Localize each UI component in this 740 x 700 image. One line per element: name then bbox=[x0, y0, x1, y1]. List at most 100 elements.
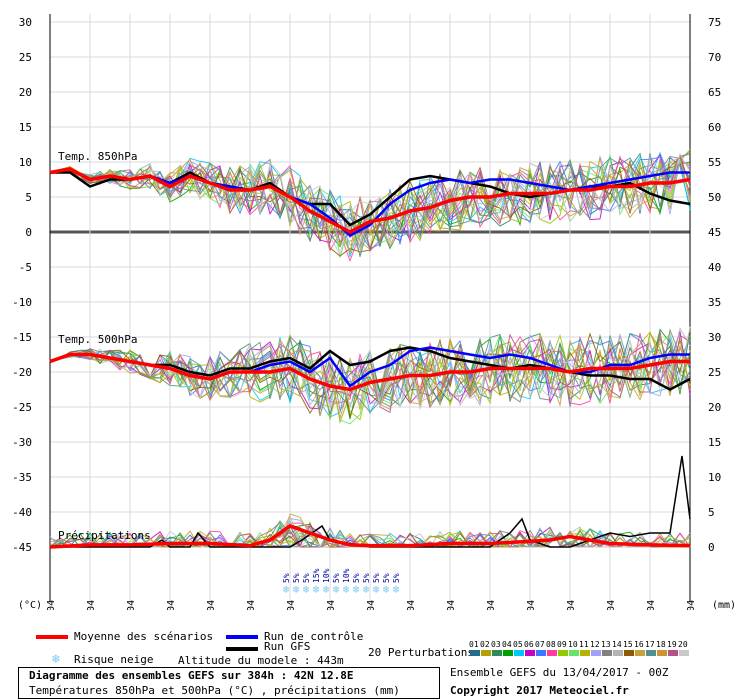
snowflake-icon: ❄ bbox=[363, 583, 370, 596]
left-tick-label: -35 bbox=[12, 471, 32, 484]
perturbation-t850-line bbox=[49, 154, 691, 246]
snow-risk-percent: 5% bbox=[292, 573, 301, 583]
footer-copyright: Copyright 2017 Meteociel.fr bbox=[450, 684, 629, 697]
perturbation-t500-line bbox=[49, 332, 691, 410]
perturbation-number: 18 bbox=[656, 640, 666, 649]
right-tick-label: 15 bbox=[708, 436, 721, 449]
perturbation-swatch bbox=[613, 650, 623, 656]
perturbation-number: 09 bbox=[557, 640, 567, 649]
perturbation-swatch bbox=[514, 650, 524, 656]
right-tick-label: 55 bbox=[708, 156, 721, 169]
right-tick-label: 65 bbox=[708, 86, 721, 99]
right-tick-label: 0 bbox=[708, 541, 715, 554]
perturbation-number: 06 bbox=[524, 640, 534, 649]
footer-run: Ensemble GEFS du 13/04/2017 - 00Z bbox=[450, 666, 669, 679]
left-tick-label: -5 bbox=[19, 261, 32, 274]
snowflake-icon: ❄ bbox=[323, 583, 330, 596]
perturbation-number: 02 bbox=[480, 640, 490, 649]
footer-subtitle: Températures 850hPa et 500hPa (°C) , pré… bbox=[29, 684, 400, 697]
perturbation-number: 16 bbox=[634, 640, 644, 649]
x-tick-label: 13/04 bbox=[46, 600, 57, 610]
perturbation-number: 11 bbox=[579, 640, 589, 649]
label-precip: Précipitations bbox=[58, 529, 151, 542]
x-tick-label: 22/04 bbox=[406, 600, 417, 610]
snowflake-icon: ❄ bbox=[353, 583, 360, 596]
perturbation-number: 01 bbox=[469, 640, 479, 649]
perturbation-number: 14 bbox=[612, 640, 622, 649]
left-tick-label: 10 bbox=[19, 156, 32, 169]
perturbation-number: 12 bbox=[590, 640, 600, 649]
precip-mean-line bbox=[49, 524, 691, 549]
snow-risk-percent: 5% bbox=[282, 573, 291, 583]
perturbation-t850-line bbox=[49, 153, 691, 258]
right-tick-label: 45 bbox=[708, 226, 721, 239]
snowflake-icon: ❄ bbox=[283, 583, 290, 596]
left-tick-label: 0 bbox=[25, 226, 32, 239]
grid-lines bbox=[49, 14, 691, 602]
left-tick-label: 20 bbox=[19, 86, 32, 99]
perturbation-number: 05 bbox=[513, 640, 523, 649]
right-tick-label: 30 bbox=[708, 331, 721, 344]
legend-snow-label: Risque neige bbox=[74, 653, 154, 666]
t850-mean-line bbox=[49, 167, 691, 234]
t500-mean-line bbox=[49, 352, 690, 392]
left-tick-label: -25 bbox=[12, 401, 32, 414]
snow-risk-percent: 5% bbox=[392, 573, 401, 583]
left-tick-label: -20 bbox=[12, 366, 32, 379]
label-t850: Temp. 850hPa bbox=[58, 150, 138, 163]
x-tick-label: 24/04 bbox=[486, 600, 497, 610]
perturbation-number: 13 bbox=[601, 640, 611, 649]
x-tick-label: 25/04 bbox=[526, 600, 537, 610]
left-tick-label: -30 bbox=[12, 436, 32, 449]
left-tick-label: -10 bbox=[12, 296, 32, 309]
perturbation-number: 17 bbox=[645, 640, 655, 649]
legend-control-line bbox=[226, 635, 258, 639]
snow-risk-percent: 5% bbox=[362, 573, 371, 583]
snowflake-icon: ❄ bbox=[313, 583, 320, 596]
perturbation-swatch bbox=[635, 650, 645, 656]
footer-title: Diagramme des ensembles GEFS sur 384h : … bbox=[29, 669, 354, 682]
right-tick-label: 20 bbox=[708, 401, 721, 414]
right-tick-label: 70 bbox=[708, 51, 721, 64]
x-tick-label: 19/04 bbox=[286, 600, 297, 610]
left-unit: (°C) bbox=[18, 600, 43, 611]
left-tick-label: 25 bbox=[19, 51, 32, 64]
legend-perturbations: 20 Perturbations bbox=[368, 646, 474, 659]
x-tick-label: 14/04 bbox=[86, 600, 97, 610]
right-tick-label: 10 bbox=[708, 471, 721, 484]
x-tick-label: 15/04 bbox=[126, 600, 137, 610]
legend-mean-line bbox=[36, 635, 68, 639]
perturbation-swatch bbox=[668, 650, 678, 656]
perturbation-t500-line bbox=[49, 331, 691, 411]
legend-altitude: Altitude du modele : 443m bbox=[178, 654, 344, 667]
snow-risk-markers: 5%❄5%❄5%❄15%❄10%❄5%❄10%❄5%❄5%❄5%❄5%❄5%❄ bbox=[282, 568, 401, 596]
perturbation-swatch bbox=[591, 650, 601, 656]
snow-risk-percent: 10% bbox=[342, 568, 351, 583]
left-tick-label: -45 bbox=[12, 541, 32, 554]
perturbation-swatch bbox=[602, 650, 612, 656]
right-tick-label: 50 bbox=[708, 191, 721, 204]
right-tick-label: 75 bbox=[708, 16, 721, 29]
legend-control-label: Run de contrôle bbox=[264, 630, 364, 643]
snowflake-icon: ❄ bbox=[393, 583, 400, 596]
perturbation-swatch bbox=[569, 650, 579, 656]
snowflake-icon: ❄ bbox=[52, 652, 60, 667]
snowflake-icon: ❄ bbox=[333, 583, 340, 596]
perturbation-number: 04 bbox=[502, 640, 512, 649]
perturbation-number: 15 bbox=[623, 640, 633, 649]
x-tick-label: 16/04 bbox=[166, 600, 177, 610]
perturbation-number: 19 bbox=[667, 640, 677, 649]
x-tick-label: 26/04 bbox=[566, 600, 577, 610]
x-tick-label: 27/04 bbox=[606, 600, 617, 610]
legend-gfs-line bbox=[226, 647, 258, 651]
x-tick-label: 17/04 bbox=[206, 600, 217, 610]
x-tick-label: 18/04 bbox=[246, 600, 257, 610]
snowflake-icon: ❄ bbox=[383, 583, 390, 596]
perturbation-swatch bbox=[580, 650, 590, 656]
left-tick-label: 30 bbox=[19, 16, 32, 29]
snow-risk-percent: 15% bbox=[312, 568, 321, 583]
snow-risk-percent: 5% bbox=[372, 573, 381, 583]
left-tick-label: -40 bbox=[12, 506, 32, 519]
perturbation-swatch bbox=[547, 650, 557, 656]
